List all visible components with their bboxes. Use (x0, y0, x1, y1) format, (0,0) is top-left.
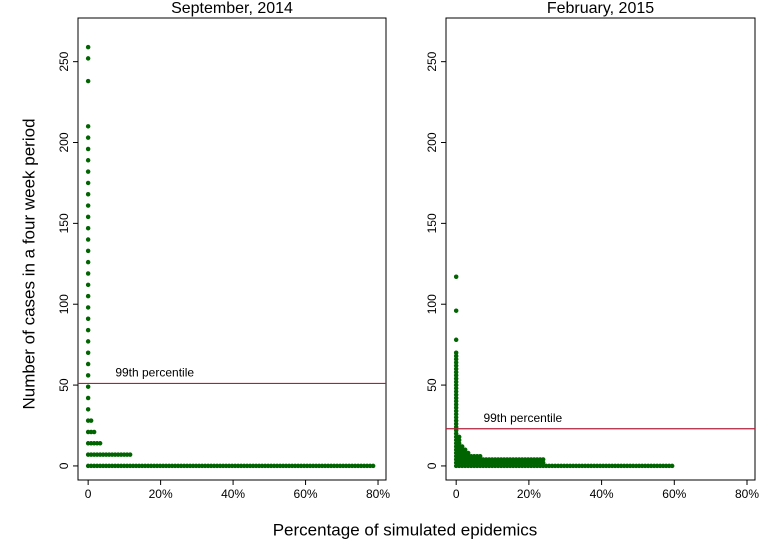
x-tick-label: 60% (662, 487, 686, 501)
percentile-label: 99th percentile (115, 366, 194, 380)
y-tick-label: 250 (57, 51, 71, 71)
plot-frame (445, 17, 756, 481)
y-tick-label: 150 (57, 213, 71, 233)
x-tick-label: 0 (85, 487, 92, 501)
x-tick-label: 60% (294, 487, 318, 501)
panel-title: February, 2015 (547, 0, 654, 17)
y-tick-label: 50 (57, 378, 71, 392)
y-axis-label: Number of cases in a four week period (19, 118, 38, 409)
y-tick-label: 150 (425, 213, 439, 233)
y-tick-label: 0 (425, 462, 439, 469)
y-tick-label: 100 (57, 294, 71, 314)
x-tick-label: 20% (149, 487, 173, 501)
x-tick-label: 80% (366, 487, 390, 501)
y-tick-label: 50 (425, 378, 439, 392)
x-tick-label: 40% (590, 487, 614, 501)
x-tick-label: 20% (517, 487, 541, 501)
y-tick-label: 100 (425, 294, 439, 314)
y-tick-label: 250 (425, 51, 439, 71)
percentile-label: 99th percentile (483, 411, 562, 425)
x-tick-label: 0 (453, 487, 460, 501)
y-tick-label: 200 (425, 132, 439, 152)
x-tick-label: 40% (221, 487, 245, 501)
x-tick-label: 80% (735, 487, 759, 501)
panel-title: September, 2014 (171, 0, 293, 17)
y-tick-label: 0 (57, 462, 71, 469)
x-axis-label: Percentage of simulated epidemics (273, 520, 538, 539)
y-tick-label: 200 (57, 132, 71, 152)
plot-frame (77, 17, 387, 481)
